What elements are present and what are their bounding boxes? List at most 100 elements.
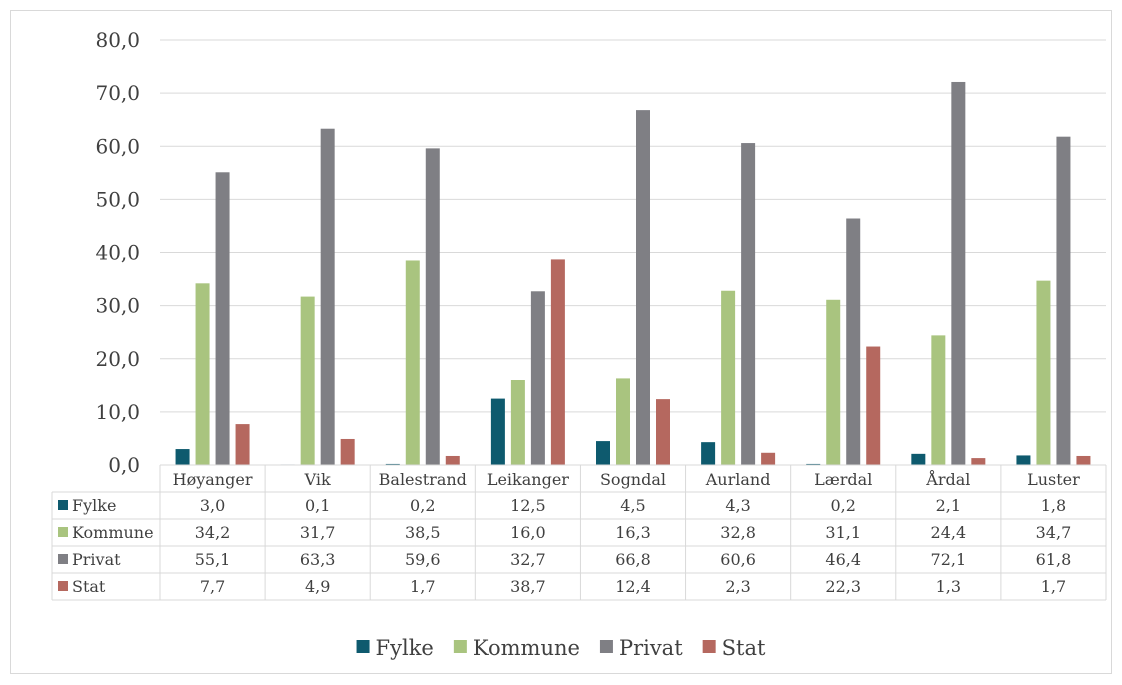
- data-table-value: 12,5: [510, 496, 546, 515]
- y-tick-label: 50,0: [95, 187, 140, 211]
- legend-swatch: [702, 640, 716, 653]
- x-category-label: Vik: [304, 470, 331, 489]
- data-table-value: 12,4: [615, 577, 651, 596]
- table-series-label: Fylke: [72, 496, 116, 515]
- bar-privat: [846, 218, 861, 465]
- data-table-value: 32,7: [510, 550, 546, 569]
- bar-stat: [235, 424, 250, 465]
- y-tick-label: 20,0: [95, 347, 140, 371]
- bar-privat: [1056, 136, 1071, 465]
- bar-stat: [340, 438, 355, 465]
- data-table-value: 16,3: [615, 523, 651, 542]
- y-tick-label: 10,0: [95, 400, 140, 424]
- data-table-value: 3,0: [200, 496, 225, 515]
- bar-fylke: [701, 442, 716, 465]
- data-table-value: 7,7: [200, 577, 225, 596]
- legend-label: Fylke: [376, 636, 434, 660]
- bar-privat: [530, 291, 545, 465]
- bar-stat: [971, 458, 986, 465]
- data-table-value: 1,8: [1041, 496, 1066, 515]
- bar-stat: [761, 452, 776, 465]
- data-table-value: 16,0: [510, 523, 546, 542]
- table-legend-key: [58, 581, 68, 591]
- data-table-value: 31,1: [825, 523, 861, 542]
- x-category-label: Leikanger: [487, 470, 569, 489]
- bar-privat: [951, 81, 966, 465]
- bar-kommune: [721, 290, 736, 465]
- bar-stat: [550, 259, 565, 465]
- table-series-label: Stat: [72, 577, 106, 596]
- bar-kommune: [195, 283, 210, 465]
- bar-fylke: [1016, 455, 1031, 465]
- data-table-value: 60,6: [720, 550, 756, 569]
- y-tick-label: 40,0: [95, 241, 140, 265]
- table-series-label: Privat: [72, 550, 121, 569]
- data-table-value: 66,8: [615, 550, 651, 569]
- bar-kommune: [510, 380, 525, 465]
- data-table-value: 24,4: [931, 523, 967, 542]
- data-table-value: 46,4: [825, 550, 861, 569]
- data-table-value: 55,1: [195, 550, 231, 569]
- data-table-value: 0,2: [830, 496, 855, 515]
- data-table-value: 0,2: [410, 496, 435, 515]
- table-legend-key: [58, 554, 68, 564]
- bar-fylke: [175, 449, 190, 465]
- bar-kommune: [931, 335, 946, 465]
- legend-swatch: [453, 640, 467, 653]
- x-category-label: Årdal: [925, 469, 970, 489]
- bar-fylke: [806, 463, 821, 465]
- bar-privat: [636, 110, 650, 465]
- bar-privat: [425, 148, 440, 465]
- x-category-label: Aurland: [705, 470, 771, 489]
- x-category-label: Høyanger: [173, 470, 253, 489]
- bar-fylke: [490, 398, 505, 465]
- data-table-value: 72,1: [931, 550, 967, 569]
- bar-stat: [656, 399, 670, 465]
- y-tick-label: 70,0: [95, 81, 140, 105]
- table-series-label: Kommune: [72, 523, 154, 542]
- data-table-value: 4,5: [620, 496, 645, 515]
- bar-stat: [866, 346, 881, 465]
- x-category-label: Luster: [1027, 470, 1080, 489]
- data-table-value: 2,1: [936, 496, 961, 515]
- data-table-value: 34,2: [195, 523, 231, 542]
- legend-label: Stat: [722, 636, 766, 660]
- bar-kommune: [1036, 280, 1051, 465]
- bar-stat: [445, 455, 460, 465]
- bar-kommune: [826, 299, 841, 465]
- y-tick-label: 0,0: [108, 453, 140, 477]
- bar-privat: [741, 143, 756, 465]
- bar-stat: [1076, 455, 1091, 465]
- data-table-value: 32,8: [720, 523, 756, 542]
- table-legend-key: [58, 527, 68, 537]
- y-tick-label: 80,0: [95, 28, 140, 52]
- data-table-value: 1,3: [936, 577, 961, 596]
- data-table-value: 1,7: [410, 577, 435, 596]
- bar-kommune: [300, 296, 315, 465]
- data-table-value: 0,1: [305, 496, 330, 515]
- x-category-label: Sogndal: [600, 470, 666, 489]
- data-table-value: 4,3: [725, 496, 750, 515]
- legend-label: Kommune: [473, 636, 580, 660]
- data-table-value: 1,7: [1041, 577, 1066, 596]
- data-table-value: 63,3: [300, 550, 336, 569]
- data-table-value: 38,7: [510, 577, 546, 596]
- data-table-value: 31,7: [300, 523, 336, 542]
- data-table-value: 34,7: [1036, 523, 1072, 542]
- data-table-value: 38,5: [405, 523, 441, 542]
- x-category-label: Balestrand: [379, 470, 467, 489]
- data-table-value: 22,3: [825, 577, 861, 596]
- legend-label: Privat: [619, 636, 683, 660]
- chart-frame: [10, 10, 1112, 674]
- bar-privat: [215, 172, 230, 465]
- bar-fylke: [596, 441, 610, 465]
- data-table-value: 59,6: [405, 550, 441, 569]
- legend-swatch: [356, 640, 370, 653]
- bar-privat: [320, 128, 335, 465]
- data-table-value: 61,8: [1036, 550, 1072, 569]
- legend-swatch: [599, 640, 613, 653]
- bar-fylke: [911, 453, 926, 465]
- y-tick-label: 60,0: [95, 134, 140, 158]
- bar-kommune: [616, 378, 630, 465]
